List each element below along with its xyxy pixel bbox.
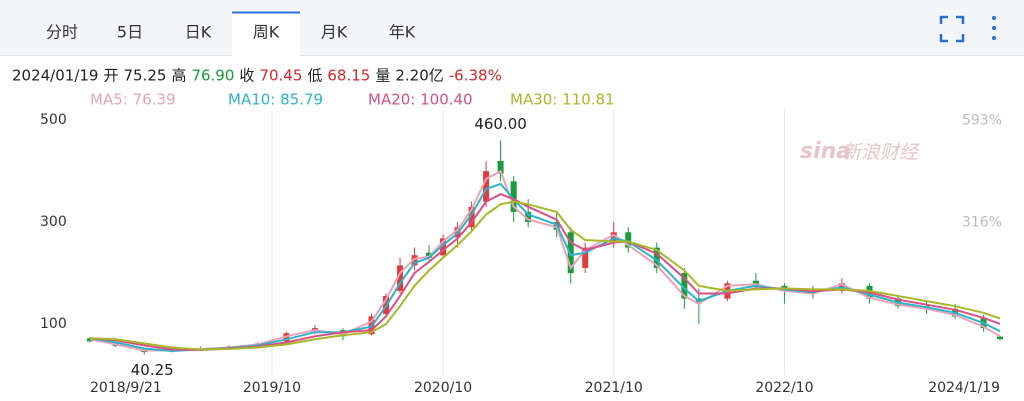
ma-line xyxy=(89,169,1001,352)
annotation: 460.00 xyxy=(474,115,527,133)
legend-entry: MA5: 76.39 xyxy=(90,91,176,109)
annotation: 40.25 xyxy=(131,361,174,379)
x-tick-label: 2018/9/21 xyxy=(90,380,162,396)
tab[interactable]: 日K xyxy=(185,23,212,42)
info-item: 量 xyxy=(375,67,390,85)
y2-tick-label: 593% xyxy=(962,113,1002,129)
x-tick-label: 2024/1/19 xyxy=(928,380,1000,396)
tab[interactable]: 分时 xyxy=(46,23,78,42)
tab[interactable]: 5日 xyxy=(117,23,143,42)
legend-entry: MA10: 85.79 xyxy=(228,91,323,109)
candle-body xyxy=(497,160,504,174)
tab-bar xyxy=(0,0,1024,56)
y-tick-label: 300 xyxy=(40,214,67,230)
fullscreen-icon[interactable] xyxy=(939,15,965,43)
candle-body xyxy=(582,247,589,268)
info-item: 高 xyxy=(171,67,186,85)
watermark: 新浪财经 xyxy=(842,142,920,164)
info-item: 70.45 xyxy=(259,67,302,85)
candle-body xyxy=(468,206,475,228)
candle-body xyxy=(440,238,447,256)
info-item: 收 xyxy=(239,67,254,85)
watermark-logo: sina xyxy=(800,139,851,164)
candle-body xyxy=(411,255,418,266)
legend-entry: MA30: 110.81 xyxy=(510,91,615,109)
info-item: 2.20亿 xyxy=(395,67,443,85)
y-tick-label: 100 xyxy=(40,316,67,332)
candle-body xyxy=(752,280,759,286)
candle-body xyxy=(625,232,632,248)
candle-body xyxy=(525,211,532,223)
x-tick-label: 2022/10 xyxy=(755,380,813,396)
y2-tick-label: 316% xyxy=(962,214,1002,230)
tab[interactable]: 月K xyxy=(321,23,348,42)
tab[interactable]: 年K xyxy=(389,23,416,42)
candle-body xyxy=(397,265,404,291)
x-tick-label: 2019/10 xyxy=(243,380,301,396)
candle-body xyxy=(653,247,660,268)
candle-body xyxy=(997,336,1003,340)
info-item: 68.15 xyxy=(327,67,370,85)
y-tick-label: 500 xyxy=(40,112,67,128)
info-item: 低 xyxy=(307,67,322,85)
candle-body xyxy=(681,273,688,299)
info-item: 75.25 xyxy=(123,67,166,85)
candle-body xyxy=(483,171,490,202)
ma-line xyxy=(89,200,1001,351)
active-tab[interactable] xyxy=(232,12,300,56)
candle-body xyxy=(510,181,517,212)
ma-line xyxy=(89,193,1001,352)
tab[interactable]: 周K xyxy=(253,23,280,42)
candle-body xyxy=(426,252,433,258)
more-icon[interactable] xyxy=(992,16,996,40)
info-item: 2024/01/19 xyxy=(12,67,98,85)
legend-entry: MA20: 100.40 xyxy=(368,91,473,109)
info-item: 76.90 xyxy=(191,67,234,85)
x-tick-label: 2020/10 xyxy=(414,380,472,396)
info-item: 开 xyxy=(103,67,118,85)
info-item: -6.38% xyxy=(449,67,502,85)
x-tick-label: 2021/10 xyxy=(585,380,643,396)
candle-body xyxy=(567,232,574,274)
